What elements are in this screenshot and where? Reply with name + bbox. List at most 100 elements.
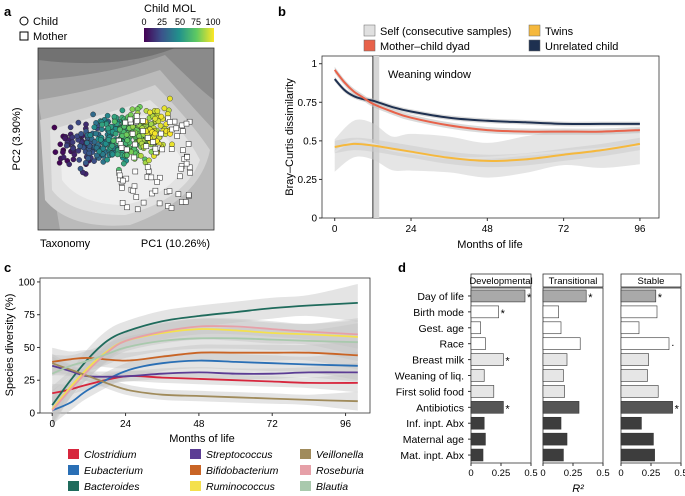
- child-point: [124, 152, 130, 158]
- facet-title-stable: Stable: [638, 276, 665, 287]
- y-tick-label: 100: [18, 277, 35, 288]
- legend-swatch: [528, 24, 541, 37]
- significance-mark: *: [588, 292, 593, 304]
- confidence-band: [52, 370, 358, 403]
- legend-swatch: [190, 465, 201, 475]
- mother-point: [134, 206, 141, 213]
- bar: [470, 305, 499, 319]
- x-tick-label: 96: [340, 419, 352, 430]
- confidence-band: [52, 284, 358, 424]
- panel-d: d Day of life Birth mode Gest. age Race Brea…: [395, 260, 685, 495]
- child-point: [152, 130, 158, 137]
- mother-point: [131, 154, 137, 161]
- category-label: Race: [439, 339, 464, 351]
- child-point: [161, 105, 168, 112]
- legend-swatch: [363, 24, 376, 37]
- legend-swatch: [300, 481, 311, 491]
- y-tick-label: 25: [24, 376, 36, 387]
- category-label: Gest. age: [418, 323, 464, 335]
- mother-point: [122, 119, 129, 126]
- mother-point: [171, 118, 178, 125]
- x-tick-label: 0.25: [564, 468, 583, 479]
- plot-c: 0 24 48 72 96 0 25 50 75 100: [18, 277, 358, 430]
- category-label: First solid food: [396, 386, 464, 398]
- mother-point: [133, 113, 140, 119]
- y-tick-label: 1: [311, 59, 317, 70]
- colorbar-tick: 75: [191, 17, 201, 27]
- pca-y-label: PC2 (3.90%): [11, 108, 23, 171]
- child-point: [69, 139, 76, 146]
- series-line-streptococcus: [51, 364, 358, 378]
- panel-c-label: c: [4, 260, 11, 275]
- child-point: [104, 156, 110, 163]
- significance-mark: *: [675, 403, 680, 415]
- series-line-twins: [334, 142, 641, 162]
- category-label: Day of life: [417, 291, 464, 303]
- y-tick-label: 0.5: [303, 136, 317, 147]
- bar: [542, 337, 581, 350]
- plot-b-x-label: Months of life: [457, 239, 522, 251]
- mother-point: [156, 200, 163, 207]
- mother-point: [167, 119, 173, 125]
- legend-mother-label: Mother: [33, 31, 68, 43]
- legend-label-eubacterium: Eubacterium: [84, 465, 143, 477]
- child-point: [99, 126, 105, 133]
- child-point: [111, 113, 118, 120]
- plot-b-frame: [321, 55, 660, 219]
- legend-label-bacteroides: Bacteroides: [84, 481, 140, 493]
- mother-point: [140, 199, 147, 206]
- significance-mark: *: [501, 308, 506, 320]
- child-point: [157, 122, 164, 129]
- x-tick-label: 0.5: [674, 468, 685, 479]
- confidence-band: [334, 137, 640, 168]
- series-line-bacteroides: [51, 302, 358, 406]
- child-point: [90, 111, 96, 118]
- significance-mark: *: [505, 403, 510, 415]
- panel-b: b Self (consecutive samples) Twins Mothe…: [278, 4, 660, 251]
- mother-point: [182, 199, 189, 205]
- legend-swatch: [363, 39, 376, 52]
- colorbar-tick: 25: [157, 17, 167, 27]
- mother-point: [184, 154, 190, 160]
- child-point: [76, 157, 82, 163]
- mother-point: [178, 165, 184, 172]
- bar: [470, 321, 481, 335]
- facet-title-developmental: Developmental: [469, 276, 532, 287]
- facet-strip: [620, 273, 682, 288]
- facet-strip: [542, 273, 604, 288]
- significance-mark: *: [658, 292, 663, 304]
- mother-point: [149, 190, 155, 197]
- category-label: Birth mode: [413, 307, 464, 319]
- colorbar-tick: 0: [141, 17, 146, 27]
- legend-label-roseburia: Roseburia: [316, 465, 364, 477]
- mother-point: [158, 130, 164, 137]
- plot-c-frame: [39, 277, 371, 414]
- bar: [542, 401, 580, 414]
- x-tick-label: 0: [618, 468, 623, 479]
- bar: [542, 432, 568, 446]
- scatter-points: [51, 95, 193, 213]
- bar: [470, 289, 526, 303]
- child-point: [104, 112, 111, 119]
- child-point: [112, 130, 119, 137]
- child-point: [83, 159, 89, 166]
- bar: [470, 448, 484, 462]
- x-tick-label: 24: [405, 224, 417, 235]
- child-point: [105, 125, 111, 132]
- child-point: [158, 113, 165, 120]
- mother-point: [140, 128, 146, 134]
- legend-label-veillonella: Veillonella: [316, 449, 364, 461]
- significance-mark: *: [527, 292, 532, 304]
- child-point: [154, 108, 161, 114]
- bar: [542, 369, 564, 382]
- mother-point: [183, 160, 190, 167]
- mother-point: [134, 118, 140, 124]
- mother-point: [150, 139, 156, 145]
- bar: [542, 353, 568, 366]
- mother-point: [180, 147, 186, 153]
- mother-point: [174, 133, 180, 139]
- child-point: [97, 136, 104, 143]
- mother-point: [187, 169, 193, 176]
- panel-a: a Child Mother Child MOL 0 25 50 75 100: [4, 3, 221, 250]
- x-tick-label: 0: [468, 468, 473, 479]
